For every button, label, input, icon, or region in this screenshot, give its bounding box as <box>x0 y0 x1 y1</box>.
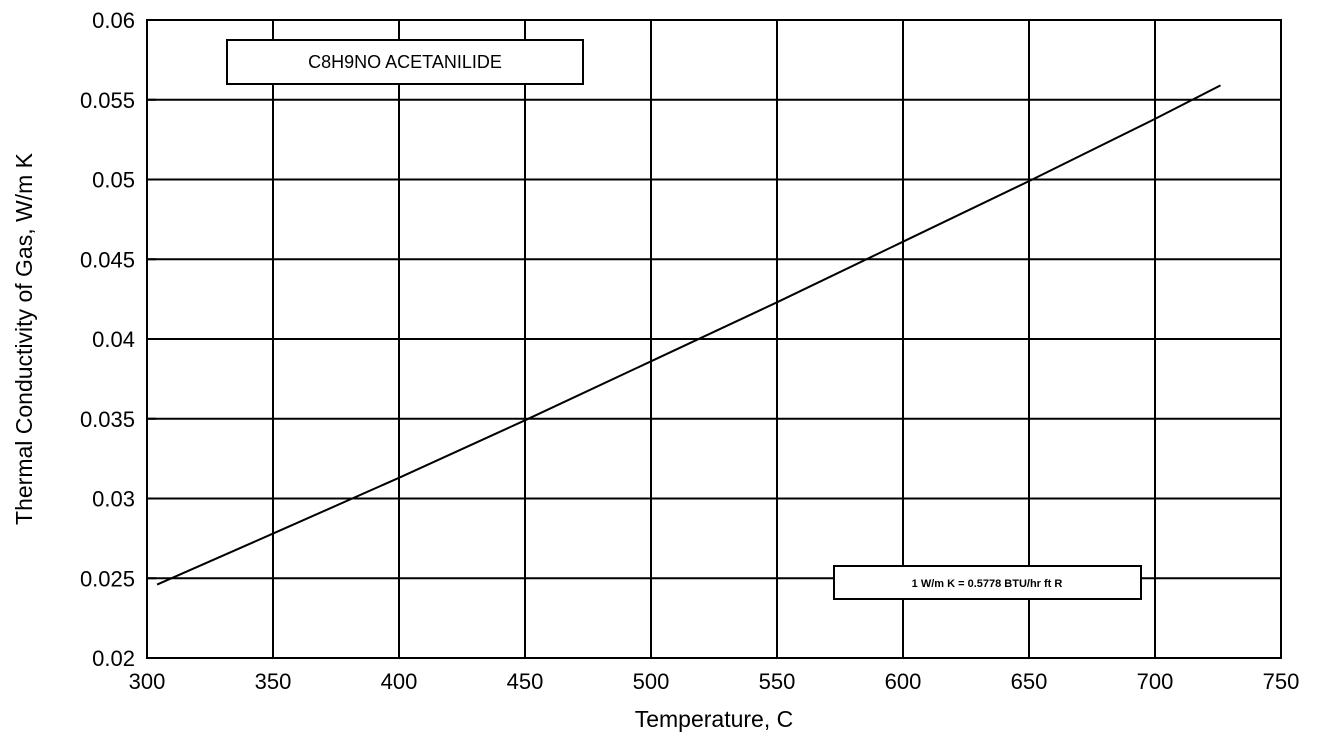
y-tick-label: 0.02 <box>92 646 135 671</box>
y-tick-label: 0.04 <box>92 327 135 352</box>
series-group <box>156 84 1221 586</box>
conversion-note: 1 W/m K = 0.5778 BTU/hr ft R <box>912 578 1063 590</box>
compound-label: C8H9NO ACETANILIDE <box>308 52 502 72</box>
conversion-note-box <box>833 565 1142 600</box>
y-tick-labels: 0.02 0.025 0.03 0.035 0.04 0.045 0.05 0.055 0.06 <box>80 8 135 671</box>
x-tick-label: 700 <box>1137 669 1174 694</box>
y-tick-label: 0.06 <box>92 8 135 33</box>
y-tick-label: 0.055 <box>80 88 135 113</box>
x-tick-label: 750 <box>1263 669 1300 694</box>
x-tick-label: 350 <box>255 669 292 694</box>
plot-frame <box>146 19 1282 659</box>
y-tick-label: 0.03 <box>92 487 135 512</box>
x-tick-label: 650 <box>1011 669 1048 694</box>
x-tick-label: 500 <box>633 669 670 694</box>
y-tick-label: 0.035 <box>80 407 135 432</box>
x-tick-label: 400 <box>381 669 418 694</box>
compound-label-box <box>226 39 584 85</box>
y-tick-label: 0.025 <box>80 566 135 591</box>
y-tick-label: 0.05 <box>92 168 135 193</box>
x-tick-label: 300 <box>129 669 166 694</box>
y-tick-label: 0.045 <box>80 247 135 272</box>
y-axis-title: Thermal Conductivity of Gas, W/m K <box>11 152 37 525</box>
x-tick-label: 600 <box>885 669 922 694</box>
x-tick-label: 550 <box>759 669 796 694</box>
x-tick-label: 450 <box>507 669 544 694</box>
x-axis-title: Temperature, C <box>635 706 794 732</box>
x-tick-labels: 300 350 400 450 500 550 600 650 700 750 <box>129 669 1300 694</box>
series-line <box>156 84 1221 586</box>
